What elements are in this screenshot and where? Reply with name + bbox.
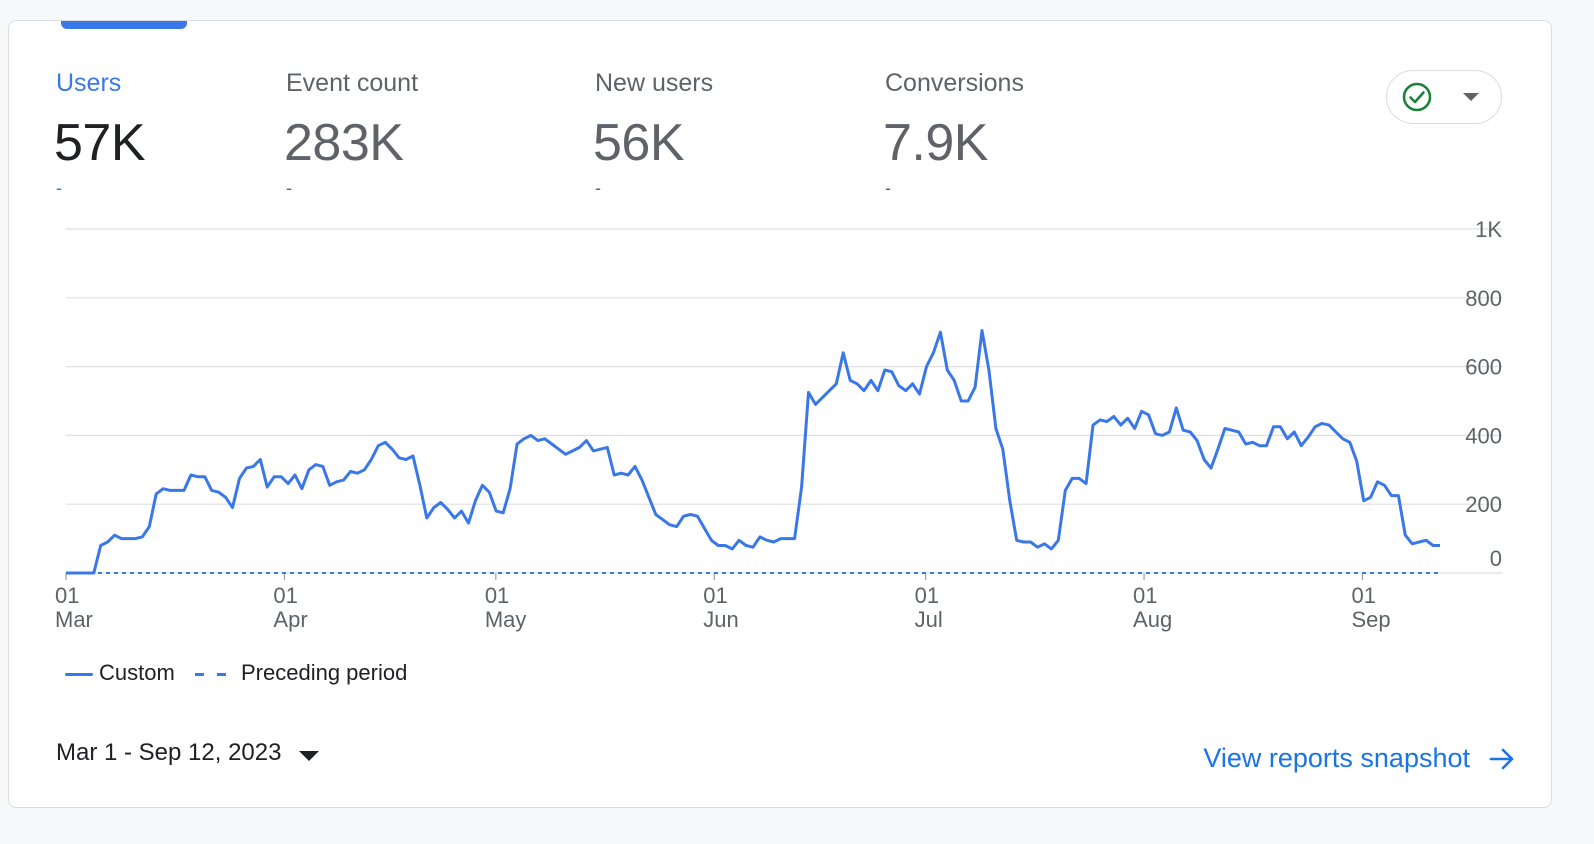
metric-label: Conversions (885, 69, 1024, 97)
legend-swatch-preceding (195, 673, 204, 676)
x-tick-day: 01 (1351, 583, 1375, 608)
snapshot-link-label: View reports snapshot (1203, 743, 1470, 773)
x-tick-day: 01 (915, 583, 939, 608)
metric-value: 283K (284, 114, 404, 172)
check-circle-icon (1402, 82, 1432, 112)
x-tick-month: Aug (1133, 607, 1172, 632)
chevron-down-icon (1463, 93, 1479, 101)
x-tick-day: 01 (485, 583, 509, 608)
x-tick-month: May (485, 607, 527, 632)
legend-swatch-preceding (217, 673, 226, 676)
x-tick-month: Jul (915, 607, 943, 632)
active-tab-indicator (61, 21, 187, 29)
metric-label: Event count (286, 69, 419, 97)
metric-value: 7.9K (883, 114, 988, 172)
arrow-right-icon (1489, 748, 1514, 770)
users-line-chart: 02004006008001K01Mar01Apr01May01Jun01Jul… (55, 217, 1502, 632)
date-range-selector[interactable]: Mar 1 - Sep 12, 2023 (56, 739, 282, 766)
x-tick-month: Apr (273, 607, 307, 632)
legend-label-custom: Custom (99, 660, 175, 685)
legend-label-preceding: Preceding period (241, 660, 408, 685)
y-tick-label: 400 (1465, 423, 1502, 448)
metric-delta: - (286, 178, 292, 198)
x-tick-month: Mar (55, 607, 93, 632)
x-tick-day: 01 (273, 583, 297, 608)
y-tick-label: 0 (1490, 546, 1502, 571)
series-line-custom (66, 329, 1440, 575)
y-tick-label: 800 (1465, 286, 1502, 311)
metric-delta: - (885, 178, 891, 198)
metric-label: Users (56, 69, 122, 97)
metric-label: New users (595, 69, 714, 97)
x-tick-day: 01 (703, 583, 727, 608)
insights-status-dropdown[interactable] (1386, 70, 1502, 124)
x-tick-month: Jun (703, 607, 738, 632)
y-tick-label: 600 (1465, 355, 1502, 380)
metric-value: 57K (54, 114, 146, 172)
analytics-card: Users 57K - Event count 283K - New users… (8, 20, 1552, 808)
x-tick-day: 01 (55, 583, 79, 608)
view-reports-snapshot-link[interactable]: View reports snapshot (1156, 741, 1516, 775)
metric-value: 56K (593, 114, 685, 172)
metric-delta: - (56, 178, 62, 198)
metric-delta: - (595, 178, 601, 198)
x-tick-month: Sep (1351, 607, 1390, 632)
y-tick-label: 1K (1475, 217, 1502, 242)
y-tick-label: 200 (1465, 492, 1502, 517)
x-tick-day: 01 (1133, 583, 1157, 608)
caret-down-icon[interactable] (299, 751, 319, 761)
legend-swatch-custom (65, 673, 93, 676)
